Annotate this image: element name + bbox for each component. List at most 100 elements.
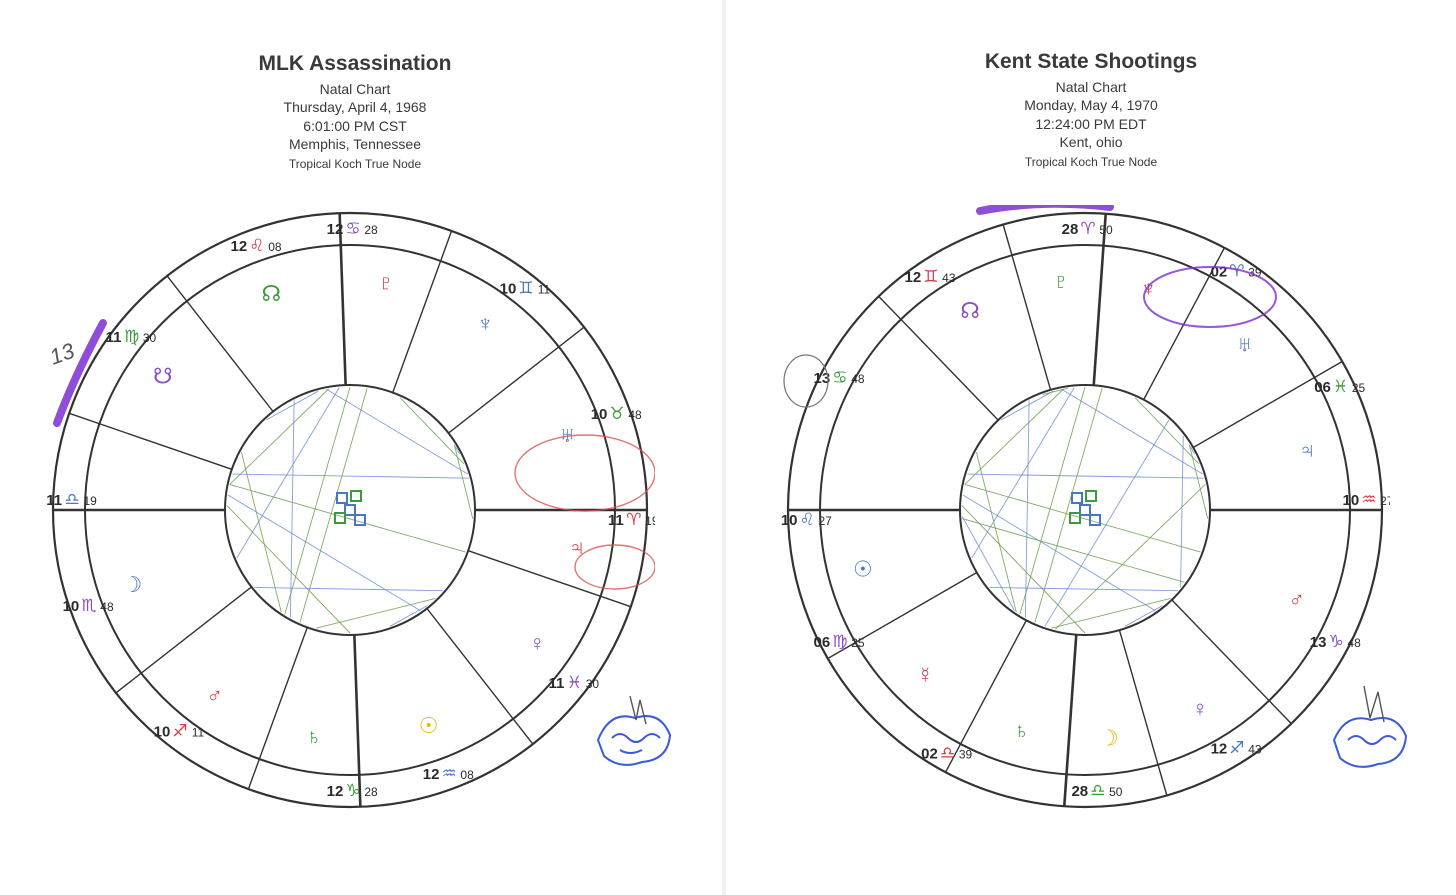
- cusp-minutes: 48: [851, 372, 865, 386]
- aspect-line: [227, 494, 421, 612]
- cusp-sign-icon: ♎: [940, 743, 955, 762]
- cusp-sign-icon: ♐: [172, 721, 187, 740]
- aspect-line: [254, 586, 443, 592]
- aspect-line: [1034, 388, 1103, 623]
- cusp-degree: 10: [1342, 492, 1359, 509]
- planet-glyph-icon: ☽: [123, 572, 143, 597]
- aspect-node-icon: [1089, 514, 1101, 526]
- house-cusp-line: [827, 571, 978, 660]
- cusp-sign-icon: ♉: [609, 404, 624, 423]
- planet-glyph-icon: ♇: [378, 270, 395, 295]
- cusp-minutes: 19: [645, 514, 655, 528]
- cusp-sign-icon: ♒: [1361, 490, 1376, 509]
- cusp-minutes: 11: [192, 725, 205, 739]
- cusp-degree: 28: [1062, 221, 1079, 238]
- aspect-line: [1042, 387, 1068, 395]
- chart-settings: Tropical Koch True Node: [1024, 155, 1158, 170]
- house-cusp-line: [1171, 599, 1292, 725]
- house-cusp-line: [115, 586, 252, 694]
- aspect-line: [240, 452, 282, 613]
- aspect-line: [1124, 605, 1163, 627]
- chart-title: MLK Assassination: [258, 52, 452, 75]
- pencil-circle-mark: [783, 354, 829, 408]
- aspect-line: [967, 473, 1204, 479]
- cusp-label: 10 ♏ 48: [63, 596, 114, 615]
- planet-glyph-icon: ☊: [262, 281, 282, 306]
- aspect-line: [265, 390, 319, 421]
- cusp-label: 12 ♐ 43: [1211, 738, 1262, 757]
- house-cusp-line: [392, 230, 453, 393]
- aspect-line: [1000, 390, 1054, 421]
- cusp-label: 11 ♍ 30: [106, 327, 157, 346]
- cusp-minutes: 25: [1352, 381, 1366, 395]
- aspect-line: [315, 598, 436, 629]
- highlighter-mark: [53, 319, 107, 427]
- cusp-minutes: 28: [364, 223, 378, 237]
- chart-subtitle: Natal Chart: [1055, 79, 1127, 96]
- aspect-line: [962, 494, 1156, 612]
- planet-glyph-icon: ☿: [917, 662, 934, 687]
- cusp-degree: 11: [549, 675, 565, 692]
- cusp-minutes: 43: [942, 271, 956, 285]
- natal-wheel: 28♈5002♈3906♓2510♒2713♑4812♐4328♎5002♎39…: [781, 205, 1390, 809]
- aspect-circle: [959, 384, 1211, 636]
- house-cusp-line: [1192, 360, 1343, 449]
- cusp-minutes: 28: [364, 785, 378, 799]
- aspect-line: [975, 452, 1017, 613]
- cusp-sign-icon: ♎: [65, 490, 80, 509]
- chart-page-mlk: MLK Assassination Natal Chart Thursday, …: [0, 0, 722, 895]
- cusp-sign-icon: ♊: [518, 279, 533, 298]
- cusp-label: 10 ♐ 11: [154, 721, 205, 740]
- cusp-degree: 10: [500, 281, 517, 298]
- planet-glyph-icon: ☉: [853, 557, 873, 582]
- house-cusp-line: [878, 295, 999, 421]
- cusp-degree: 06: [1314, 379, 1331, 396]
- cusp-sign-icon: ♏: [81, 596, 96, 615]
- aspect-line: [453, 444, 474, 519]
- purple-circle-mark: [1143, 266, 1277, 328]
- red-circle-mark: [514, 434, 655, 512]
- cusp-label: 11 ♓ 30: [549, 673, 600, 692]
- cusp-label: 10 ♌ 27: [781, 510, 832, 529]
- highlighter-mark: [976, 205, 1114, 215]
- aspect-line: [964, 483, 1201, 553]
- house-cusp-line: [426, 608, 534, 745]
- aspect-line: [1044, 419, 1170, 627]
- aspect-node-icon: [336, 492, 348, 504]
- house-cusp-line: [1002, 224, 1052, 391]
- planet-glyph-icon: ♅: [1237, 332, 1254, 357]
- cusp-degree: 13: [814, 370, 831, 387]
- cusp-sign-icon: ♍: [124, 327, 139, 346]
- cusp-minutes: 48: [628, 408, 642, 422]
- cusp-minutes: 25: [851, 636, 865, 650]
- planet-glyph-icon: ♆: [477, 311, 494, 336]
- planet-glyph-icon: ♃: [1299, 437, 1316, 462]
- cusp-degree: 12: [327, 783, 344, 800]
- cusp-label: 12 ♊ 43: [905, 267, 956, 286]
- aspect-line: [289, 400, 295, 618]
- cusp-label: 28 ♈ 50: [1062, 219, 1113, 238]
- planet-glyph-icon: ♃: [569, 535, 586, 560]
- aspect-line: [232, 473, 469, 479]
- aspect-line: [326, 388, 468, 475]
- aspect-line: [964, 388, 1064, 485]
- cusp-label: 12 ♑ 28: [327, 781, 378, 800]
- cusp-degree: 10: [781, 512, 798, 529]
- aspect-line: [236, 387, 340, 559]
- aspect-line: [961, 505, 1086, 634]
- chart-subtitle: Natal Chart: [319, 81, 391, 98]
- chart-time: 6:01:00 PM CST: [303, 117, 407, 134]
- aspect-node-icon: [1079, 504, 1091, 516]
- cusp-degree: 10: [591, 406, 608, 423]
- planet-glyph-icon: ♂: [207, 683, 224, 708]
- cusp-label: 10♒ 27: [1342, 490, 1390, 509]
- aspect-node-icon: [344, 504, 356, 516]
- cusp-label: 12 ♋ 28: [327, 219, 378, 238]
- handwriting-note: 13: [46, 338, 78, 370]
- cusp-minutes: 30: [143, 331, 157, 345]
- cusp-label: 28 ♎ 50: [1071, 781, 1122, 800]
- aspect-line: [226, 505, 351, 634]
- natal-wheel: 12♋2810♊1110♉4811♈1911♓3012♒0812♑2810♐11…: [46, 211, 655, 809]
- house-cusp-line: [448, 326, 585, 434]
- planet-glyph-icon: ♄: [306, 724, 323, 749]
